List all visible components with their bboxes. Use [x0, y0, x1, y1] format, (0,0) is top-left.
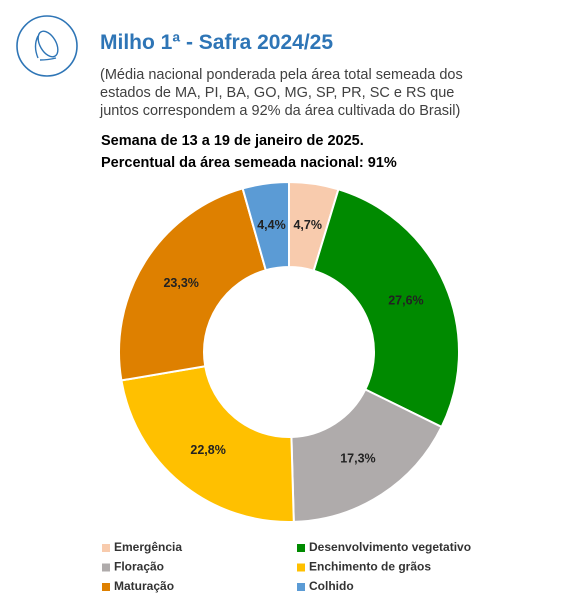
subtitle: juntos correspondem a 92% da área cultiv…	[99, 103, 460, 119]
donut-slice	[118, 187, 268, 382]
value-label: 17,3%	[340, 452, 375, 466]
legend-marker	[297, 544, 305, 552]
legend-marker	[102, 583, 110, 591]
value-label: 27,6%	[388, 294, 423, 308]
legend-marker	[297, 583, 305, 591]
annotation: Semana de 13 a 19 de janeiro de 2025.	[101, 133, 364, 149]
legend-marker	[102, 563, 110, 572]
value-label: 4,7%	[293, 218, 322, 232]
legend-marker	[102, 544, 110, 552]
donut-slice	[312, 188, 460, 429]
legend-label: Emergência	[114, 540, 182, 554]
icon	[16, 15, 78, 77]
legend-label: Colhido	[309, 579, 354, 593]
legend-label: Floração	[114, 560, 164, 574]
donut-slice	[241, 180, 290, 272]
value-label: 23,3%	[163, 276, 198, 290]
legend-label: Maturação	[114, 579, 174, 593]
legend-label: Desenvolvimento vegetativo	[309, 540, 471, 554]
subtitle: estados de MA, PI, BA, GO, MG, SP, PR, S…	[100, 85, 454, 101]
value-label: 4,4%	[257, 218, 286, 232]
annotation: Percentual da área semeada nacional: 91%	[101, 155, 397, 171]
subtitle: (Média nacional ponderada pela área tota…	[100, 67, 463, 83]
legend-label: Enchimento de grãos	[309, 560, 431, 574]
value-label: 22,8%	[190, 443, 225, 457]
legend-marker	[297, 563, 305, 572]
donut-slice	[120, 365, 295, 523]
chart-title: Milho 1ª - Safra 2024/25	[100, 31, 333, 54]
